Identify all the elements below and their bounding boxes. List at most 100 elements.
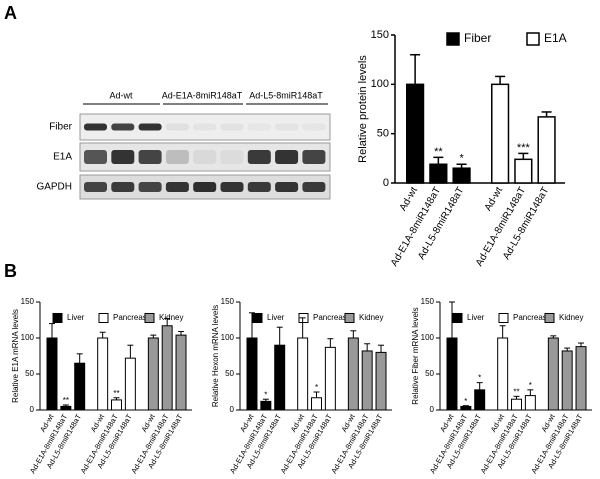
significance: *** — [517, 142, 531, 154]
legend-label: Pancreas — [113, 313, 147, 322]
band — [247, 182, 271, 192]
significance: * — [459, 153, 464, 165]
x-tick-label: Ad-wt — [483, 185, 505, 213]
band — [111, 123, 135, 131]
bar — [514, 158, 533, 184]
significance: ** — [113, 389, 119, 398]
bar — [406, 83, 425, 184]
band — [275, 123, 299, 131]
band — [165, 182, 189, 192]
y-tick-label: 100 — [21, 333, 35, 342]
band — [111, 150, 135, 164]
significance: ** — [434, 146, 443, 158]
band — [138, 150, 162, 164]
legend-label: Liver — [267, 313, 285, 322]
bar — [97, 337, 109, 411]
legend-swatch — [52, 313, 63, 323]
band — [220, 150, 244, 164]
y-axis-label: Relative E1A mRNA levels — [11, 309, 20, 403]
bar — [74, 362, 86, 411]
bar — [497, 337, 509, 411]
legend-swatch — [498, 313, 509, 323]
bar — [460, 405, 472, 411]
y-tick-label: 150 — [371, 29, 389, 41]
legend-label: E1A — [544, 31, 567, 45]
bar — [124, 357, 136, 411]
blot-bands — [84, 123, 326, 192]
legend-swatch — [144, 313, 155, 323]
band — [84, 150, 107, 164]
y-tick-label: 150 — [221, 297, 235, 306]
legend-label: Kidney — [559, 313, 583, 322]
bar — [446, 337, 458, 411]
significance: * — [464, 397, 467, 406]
band — [275, 150, 299, 164]
blot-group-label: Ad-L5-8miR148aT — [249, 90, 323, 100]
blot-group-label: Ad-E1A-8miR148aT — [162, 90, 243, 100]
band — [111, 182, 135, 192]
band — [220, 123, 244, 131]
band — [302, 150, 326, 164]
y-tick-label: 100 — [371, 78, 389, 90]
band — [247, 123, 271, 131]
legend-label: Fiber — [464, 31, 491, 45]
legend-label: Liver — [67, 313, 85, 322]
legend-label: Liver — [467, 313, 485, 322]
band — [302, 123, 326, 131]
significance: * — [264, 390, 267, 399]
y-tick-label: 50 — [225, 369, 234, 378]
legend-swatch — [98, 313, 109, 323]
bar — [561, 350, 573, 411]
bar — [361, 350, 373, 411]
legend-swatch — [252, 313, 263, 323]
bar — [246, 337, 258, 411]
significance: * — [529, 381, 532, 390]
panel-label: A — [4, 3, 17, 23]
bar — [429, 163, 448, 184]
y-axis-label: Relative protein levels — [357, 55, 369, 163]
band — [247, 150, 271, 164]
band — [138, 182, 162, 192]
bar — [524, 395, 536, 411]
y-axis-label: Relative Hexon mRNA levels — [211, 305, 220, 407]
significance: ** — [63, 396, 69, 405]
bar — [324, 346, 336, 411]
blot-group-label: Ad-wt — [109, 90, 133, 100]
y-tick-label: 50 — [425, 369, 434, 378]
y-tick-label: 0 — [430, 405, 435, 414]
y-tick-label: 50 — [377, 128, 389, 140]
bar — [511, 398, 522, 411]
y-tick-label: 0 — [30, 405, 35, 414]
band — [193, 150, 217, 164]
x-tick-label: Ad-wt — [398, 185, 420, 213]
significance: * — [478, 374, 481, 383]
band — [138, 123, 162, 131]
y-tick-label: 50 — [25, 369, 34, 378]
y-tick-label: 0 — [383, 177, 389, 189]
band — [165, 150, 189, 164]
band — [275, 182, 299, 192]
bar — [111, 399, 122, 411]
bar — [347, 337, 359, 411]
bar — [537, 116, 556, 184]
bar — [474, 389, 486, 411]
bar — [274, 344, 286, 411]
significance: * — [315, 383, 318, 392]
y-tick-label: 150 — [21, 297, 35, 306]
y-tick-label: 100 — [221, 333, 235, 342]
bar — [452, 167, 471, 184]
bar — [161, 325, 173, 411]
legend-swatch — [446, 32, 460, 46]
band — [84, 123, 107, 131]
y-tick-label: 150 — [421, 297, 435, 306]
legend-label: Pancreas — [513, 313, 547, 322]
bar — [46, 337, 58, 411]
band — [302, 182, 326, 192]
bar — [375, 351, 387, 411]
legend-swatch — [452, 313, 463, 323]
bar — [311, 397, 322, 411]
legend-label: Kidney — [159, 313, 183, 322]
band — [193, 182, 217, 192]
bar — [260, 400, 272, 411]
